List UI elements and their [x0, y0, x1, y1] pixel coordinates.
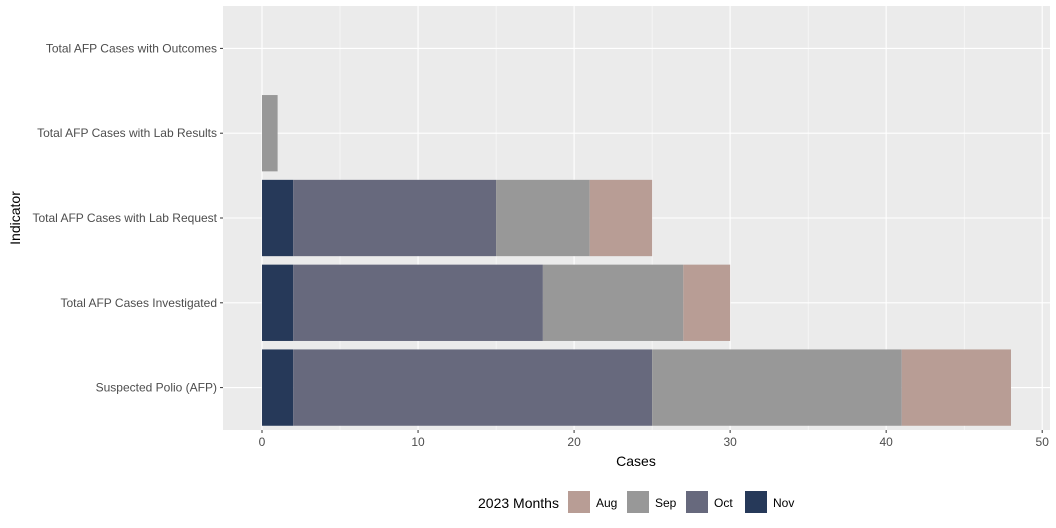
bar-aug — [589, 179, 653, 257]
bar-oct — [293, 264, 543, 341]
legend-label-aug: Aug — [596, 496, 617, 510]
legend: 2023 Months Aug Sep Oct Nov — [478, 491, 794, 513]
bar-oct — [293, 349, 653, 426]
bar-nov — [262, 179, 294, 257]
bar-aug — [901, 349, 1011, 426]
legend-label-oct: Oct — [714, 496, 733, 510]
y-tick-label: Total AFP Cases with Lab Request — [32, 211, 217, 225]
bar-sep — [496, 179, 590, 257]
x-tick-label: 50 — [1036, 435, 1050, 449]
y-axis-title: Indicator — [7, 191, 23, 245]
bars — [262, 95, 1011, 426]
x-tick-label: 20 — [567, 435, 581, 449]
bar-nov — [262, 264, 294, 341]
y-tick-label: Total AFP Cases Investigated — [60, 296, 217, 310]
bar-sep — [542, 264, 684, 341]
legend-title: 2023 Months — [478, 495, 559, 511]
legend-key-sep — [627, 491, 649, 513]
x-axis-title: Cases — [616, 453, 656, 469]
x-tick-label: 10 — [411, 435, 425, 449]
legend-key-nov — [745, 491, 767, 513]
y-tick-label: Total AFP Cases with Outcomes — [46, 41, 217, 55]
bar-sep — [262, 95, 278, 172]
x-tick-label: 30 — [723, 435, 737, 449]
x-tick-label: 0 — [259, 435, 266, 449]
bar-oct — [293, 179, 497, 257]
y-axis: Suspected Polio (AFP) Total AFP Cases Inv… — [32, 41, 223, 395]
y-tick-label: Total AFP Cases with Lab Results — [37, 126, 217, 140]
legend-key-aug — [568, 491, 590, 513]
x-tick-label: 40 — [879, 435, 893, 449]
legend-label-nov: Nov — [773, 496, 794, 510]
y-tick-label: Suspected Polio (AFP) — [96, 381, 217, 395]
legend-key-oct — [686, 491, 708, 513]
legend-label-sep: Sep — [655, 496, 677, 510]
x-axis: 0 10 20 30 40 50 — [259, 430, 1050, 449]
bar-aug — [683, 264, 731, 341]
bar-nov — [262, 349, 294, 426]
bar-sep — [652, 349, 902, 426]
